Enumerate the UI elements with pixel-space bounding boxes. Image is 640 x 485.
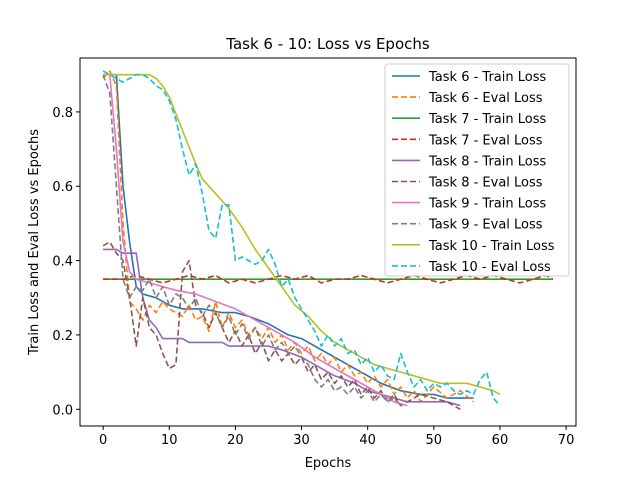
legend-label: Task 6 - Train Loss [428,70,546,85]
legend-label: Task 9 - Train Loss [428,197,546,212]
legend-label: Task 8 - Eval Loss [428,176,543,191]
legend-label: Task 10 - Train Loss [428,239,555,254]
y-tick-label: 0.4 [52,255,73,270]
legend-label: Task 7 - Train Loss [428,112,546,127]
series-line-1 [103,73,474,399]
y-axis-label: Train Loss and Eval Loss vs Epochs [27,129,42,356]
series-line-10 [102,70,501,407]
y-tick-label: 0.6 [52,180,73,195]
legend-label: Task 7 - Eval Loss [428,133,543,148]
series-line-9 [103,73,501,396]
x-tick-label: 30 [293,433,310,448]
series-line-8 [102,74,402,407]
legend-label: Task 10 - Eval Loss [428,260,551,275]
chart-title: Task 6 - 10: Loss vs Epochs [225,35,430,53]
series-line-7 [103,73,408,407]
x-tick-label: 40 [359,433,376,448]
y-tick-label: 0.2 [52,329,73,344]
legend-label: Task 6 - Eval Loss [428,91,543,106]
legend: Task 6 - Train Loss Task 6 - Eval Loss Tas… [384,63,570,277]
x-axis-label: Epochs [305,456,352,471]
y-axis: 0.0 0.2 0.4 0.6 0.8 [52,106,80,418]
series-line-4 [103,274,554,284]
x-tick-label: 20 [227,433,244,448]
x-tick-label: 50 [426,433,443,448]
legend-label: Task 9 - Eval Loss [428,218,543,233]
x-tick-label: 70 [558,433,575,448]
x-tick-label: 60 [492,433,509,448]
legend-label: Task 8 - Train Loss [428,154,546,169]
y-tick-label: 0.0 [52,403,73,418]
plot-frame [79,57,577,427]
x-tick-label: 10 [161,433,178,448]
y-tick-label: 0.8 [52,106,73,121]
legend-box [384,63,570,277]
series-line-6 [102,241,461,410]
series-line-2 [102,70,475,403]
x-tick-label: 0 [99,433,107,448]
plot-area [102,70,554,410]
x-axis: 0 10 20 30 40 50 60 70 [99,426,574,448]
